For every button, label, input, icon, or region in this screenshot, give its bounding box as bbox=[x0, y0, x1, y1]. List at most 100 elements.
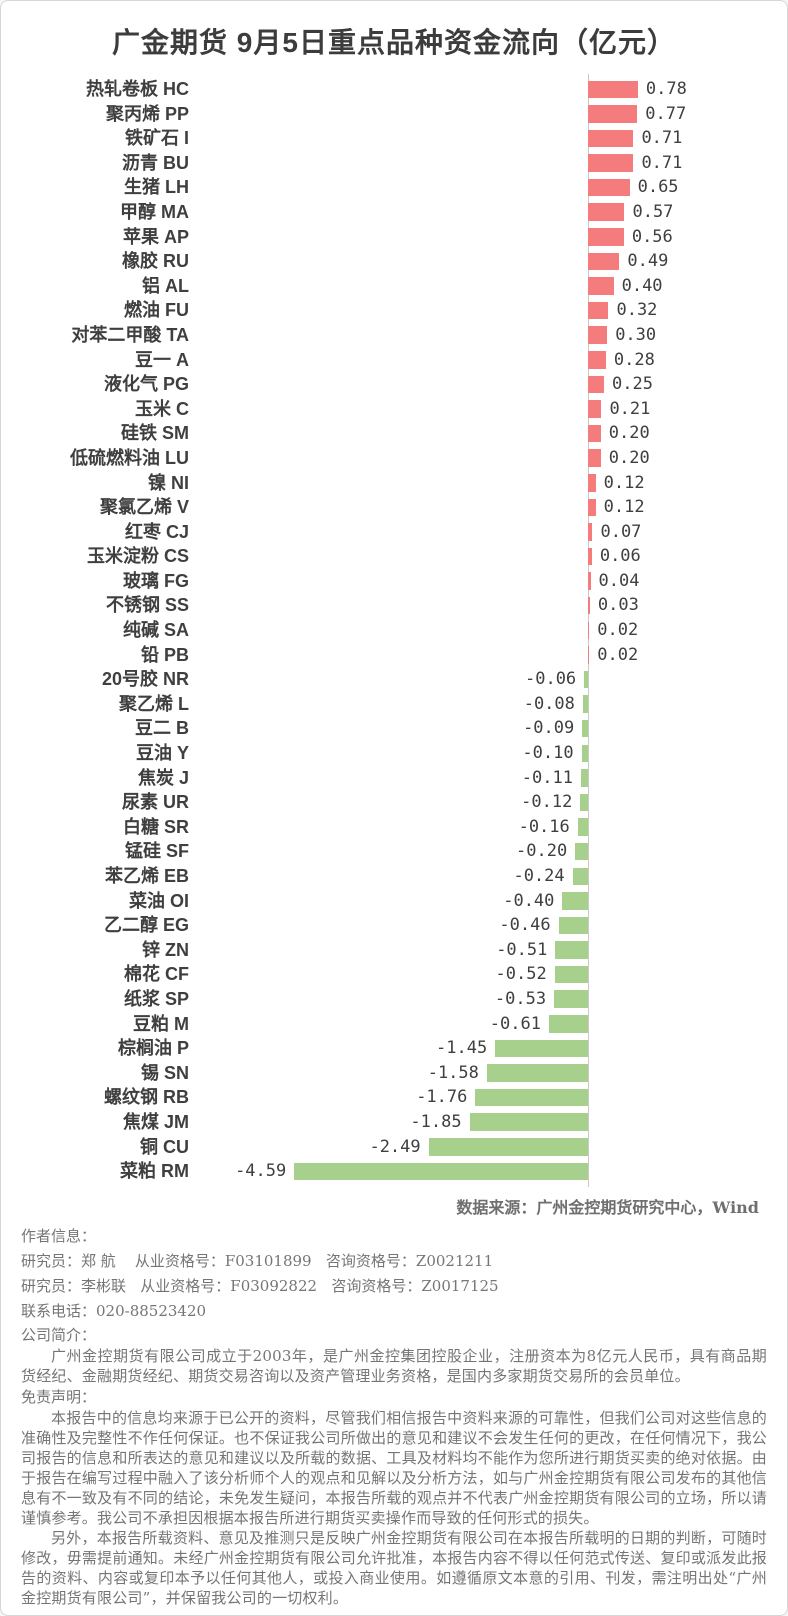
value-label: -0.10 bbox=[522, 743, 574, 764]
company-intro-header: 公司简介： bbox=[21, 1326, 97, 1344]
value-label: -1.58 bbox=[427, 1062, 479, 1083]
bar-negative bbox=[581, 744, 588, 763]
category-label: 苯乙烯 EB bbox=[104, 866, 189, 886]
bar-positive bbox=[588, 178, 630, 197]
bar-negative bbox=[584, 670, 588, 689]
value-label: 0.12 bbox=[603, 497, 645, 518]
bar-positive bbox=[588, 301, 609, 320]
category-label: 菜油 OI bbox=[128, 890, 189, 911]
category-label: 橡胶 RU bbox=[122, 251, 189, 272]
value-label: -0.61 bbox=[489, 1013, 541, 1034]
value-label: -0.51 bbox=[496, 939, 548, 960]
chart-row: 豆一 A 0.28 bbox=[1, 348, 787, 373]
category-label: 锌 ZN bbox=[142, 939, 189, 960]
category-label: 液化气 PG bbox=[103, 374, 189, 395]
bar-positive bbox=[588, 228, 624, 246]
chart-row: 苹果 AP 0.56 bbox=[1, 225, 787, 250]
category-label: 纯碱 SA bbox=[122, 620, 189, 641]
bar-positive bbox=[588, 474, 596, 492]
value-label: 0.20 bbox=[608, 447, 650, 468]
value-label: -0.53 bbox=[494, 988, 547, 1009]
fund-flow-bar-chart: 热轧卷板 HC 0.78 聚丙烯 PP 0.77 铁矿石 I 0.71 沥青 BU 0.71 生… bbox=[1, 74, 787, 1187]
category-label: 锰硅 SF bbox=[124, 841, 189, 862]
chart-row: 甲醇 MA 0.57 bbox=[1, 200, 787, 225]
chart-row: 铁矿石 I 0.71 bbox=[1, 126, 787, 151]
value-label: -1.76 bbox=[416, 1087, 468, 1108]
chart-row: 红枣 CJ 0.07 bbox=[1, 520, 787, 545]
bar-negative bbox=[577, 818, 588, 836]
bar-negative bbox=[555, 941, 588, 959]
bar-positive bbox=[588, 449, 601, 467]
category-label: 沥青 BU bbox=[122, 152, 189, 173]
chart-row: 棕榈油 P -1.45 bbox=[1, 1036, 787, 1061]
bar-positive bbox=[588, 375, 604, 394]
category-label: 菜粕 RM bbox=[120, 1161, 189, 1182]
bar-positive bbox=[588, 203, 625, 221]
chart-row: 对苯二甲酸 TA 0.30 bbox=[1, 323, 787, 348]
bar-negative bbox=[580, 793, 588, 812]
value-label: 0.32 bbox=[616, 300, 658, 321]
chart-row: 纯碱 SA 0.02 bbox=[1, 618, 787, 643]
value-label: 0.77 bbox=[645, 103, 687, 124]
value-label: -4.59 bbox=[235, 1161, 287, 1182]
chart-row: 液化气 PG 0.25 bbox=[1, 372, 787, 397]
value-label: 0.71 bbox=[641, 128, 683, 149]
disclaimer-header: 免责声明： bbox=[21, 1388, 97, 1406]
chart-row: 铜 CU -2.49 bbox=[1, 1135, 787, 1160]
value-label: 0.04 bbox=[598, 570, 640, 591]
category-label: 镍 NI bbox=[147, 472, 189, 493]
category-label: 豆一 A bbox=[135, 349, 189, 370]
chart-row: 豆油 Y -0.10 bbox=[1, 741, 787, 766]
category-label: 红枣 CJ bbox=[124, 521, 189, 542]
bar-negative bbox=[562, 892, 588, 910]
chart-row: 不锈钢 SS 0.03 bbox=[1, 593, 787, 618]
chart-row: 乙二醇 EG -0.46 bbox=[1, 913, 787, 938]
bar-positive bbox=[588, 523, 593, 541]
bar-negative bbox=[428, 1138, 588, 1156]
chart-row: 菜油 OI -0.40 bbox=[1, 889, 787, 914]
value-label: -0.08 bbox=[523, 693, 575, 714]
category-label: 聚乙烯 L bbox=[119, 693, 189, 714]
bar-negative bbox=[582, 695, 588, 713]
category-label: 苹果 AP bbox=[122, 226, 189, 247]
bar-positive bbox=[588, 252, 620, 271]
data-source-note: 数据来源：广州金控期货研究中心，Wind bbox=[456, 1198, 759, 1217]
bar-negative bbox=[558, 916, 588, 935]
bar-positive bbox=[588, 572, 591, 590]
chart-row: 热轧卷板 HC 0.78 bbox=[1, 77, 787, 102]
bar-positive bbox=[588, 646, 590, 664]
bar-positive bbox=[588, 351, 606, 369]
author-info-block: 作者信息： 研究员：郑 航 从业资格号：F03101899 咨询资格号：Z002… bbox=[21, 1224, 767, 1608]
category-label: 玻璃 FG bbox=[123, 570, 189, 591]
chart-row: 聚乙烯 L -0.08 bbox=[1, 692, 787, 717]
bar-positive bbox=[588, 129, 634, 148]
value-label: 0.57 bbox=[632, 201, 674, 222]
bar-negative bbox=[294, 1162, 588, 1181]
chart-row: 生猪 LH 0.65 bbox=[1, 175, 787, 200]
value-label: 0.21 bbox=[609, 398, 651, 419]
value-label: 0.07 bbox=[600, 521, 642, 542]
bar-negative bbox=[580, 769, 588, 787]
chart-row: 玉米淀粉 CS 0.06 bbox=[1, 544, 787, 569]
category-label: 纸浆 SP bbox=[123, 988, 189, 1009]
category-label: 硅铁 SM bbox=[120, 423, 189, 444]
bar-positive bbox=[588, 326, 608, 344]
value-label: 0.25 bbox=[612, 374, 653, 395]
chart-row: 玉米 C 0.21 bbox=[1, 397, 787, 422]
category-label: 铝 AL bbox=[142, 275, 189, 296]
value-label: -0.52 bbox=[495, 964, 547, 985]
chart-row: 铅 PB 0.02 bbox=[1, 643, 787, 668]
category-label: 螺纹钢 RB bbox=[104, 1087, 189, 1108]
bar-positive bbox=[588, 498, 596, 517]
category-label: 20号胶 NR bbox=[101, 669, 189, 690]
category-label: 铁矿石 I bbox=[124, 128, 189, 149]
value-label: 0.06 bbox=[599, 546, 641, 567]
bar-negative bbox=[469, 1113, 588, 1131]
category-label: 锡 SN bbox=[140, 1062, 189, 1083]
chart-row: 螺纹钢 RB -1.76 bbox=[1, 1085, 787, 1110]
bar-negative bbox=[475, 1088, 588, 1107]
bar-negative bbox=[486, 1064, 588, 1082]
bar-negative bbox=[575, 842, 588, 861]
author-info-header: 作者信息： bbox=[21, 1227, 97, 1245]
bar-negative bbox=[554, 965, 588, 984]
